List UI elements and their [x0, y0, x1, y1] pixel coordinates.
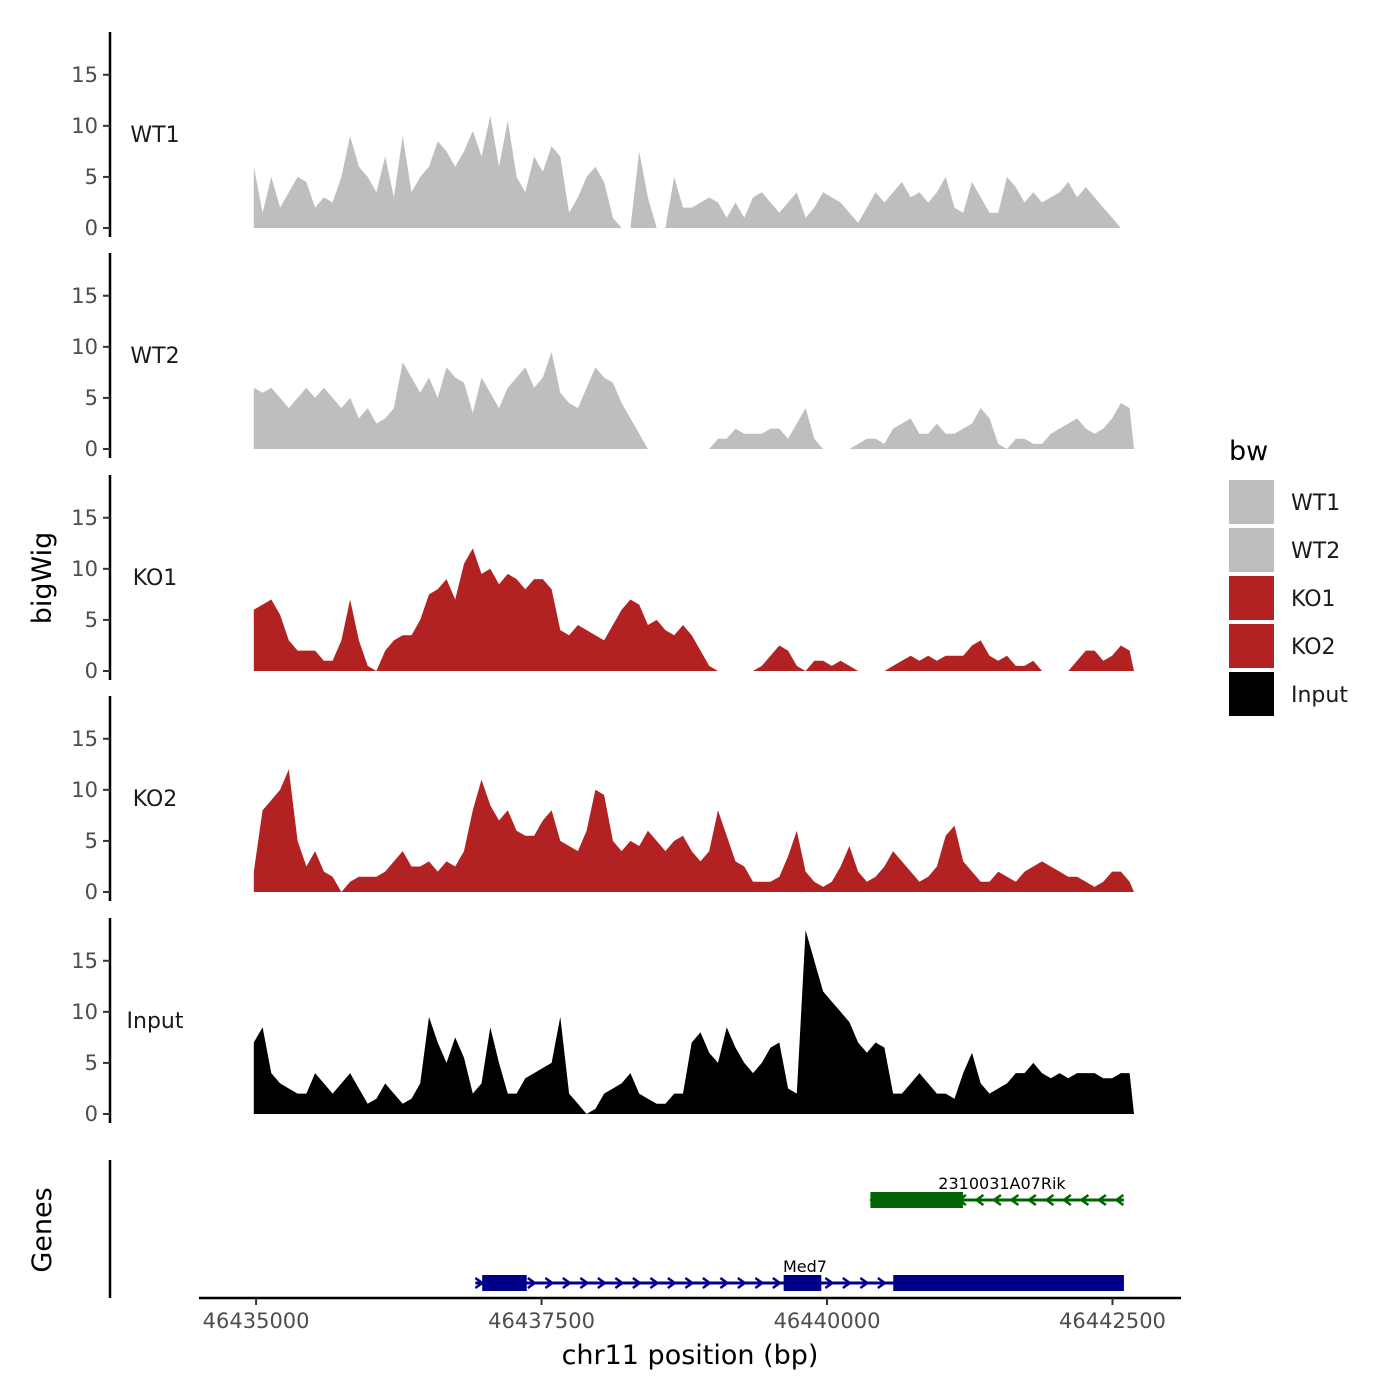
x-axis-title: chr11 position (bp) — [562, 1340, 819, 1371]
strand-arrow — [1044, 1193, 1055, 1207]
y-tick-label: 15 — [71, 284, 98, 308]
legend-key-ko1 — [1229, 576, 1274, 620]
genes-axis-title: Genes — [27, 1187, 58, 1272]
gene-exon — [870, 1192, 963, 1208]
y-tick-label: 15 — [71, 506, 98, 530]
strand-arrow — [859, 1276, 870, 1290]
legend-key-wt2 — [1229, 528, 1274, 572]
track-ko1: 0 5 10 15 KO1 — [71, 475, 1135, 683]
y-tick-label: 5 — [85, 1051, 98, 1075]
strand-arrow — [974, 1193, 985, 1207]
strand-arrow — [579, 1276, 590, 1290]
legend-title: bw — [1229, 436, 1268, 467]
area-input — [253, 930, 1135, 1114]
gene-label: 2310031A07Rik — [938, 1174, 1066, 1193]
track-label: KO1 — [133, 566, 178, 591]
strand-arrow — [702, 1276, 712, 1290]
legend-label-ko1: KO1 — [1291, 587, 1336, 612]
x-axis: 46435000 46437500 46440000 46442500 — [199, 1296, 1181, 1333]
strand-arrow — [719, 1276, 730, 1290]
legend-label-wt1: WT1 — [1291, 491, 1340, 516]
track-ko2: 0 5 10 15 KO2 — [71, 696, 1135, 904]
track-input: 0 5 10 15 Input — [71, 918, 1135, 1126]
strand-arrow — [737, 1276, 747, 1290]
strand-arrow — [684, 1276, 695, 1290]
y-tick-label: 0 — [85, 1102, 98, 1126]
strand-arrow — [649, 1276, 660, 1290]
track-label: WT2 — [130, 344, 179, 369]
y-tick-label: 15 — [71, 949, 98, 973]
gene-2310031a07rik: 2310031A07Rik — [869, 1174, 1125, 1208]
strand-arrow — [877, 1276, 887, 1290]
y-tick-label: 5 — [85, 165, 98, 189]
legend-key-input — [1229, 672, 1274, 716]
y-tick-label: 5 — [85, 386, 98, 410]
area-ko2 — [253, 769, 1135, 892]
y-tick-label: 10 — [71, 778, 98, 802]
y-tick-label: 10 — [71, 557, 98, 581]
track-wt2: 0 5 10 15 WT2 — [71, 253, 1135, 461]
strand-arrow — [1114, 1193, 1125, 1207]
y-tick-label: 5 — [85, 829, 98, 853]
strand-arrow — [614, 1276, 625, 1290]
strand-arrow — [842, 1276, 852, 1290]
strand-arrow — [1026, 1193, 1037, 1207]
x-tick-label: 46437500 — [488, 1309, 595, 1333]
strand-arrow — [824, 1276, 835, 1290]
strand-arrow — [772, 1276, 782, 1290]
strand-arrow — [1009, 1193, 1020, 1207]
y-tick-label: 0 — [85, 880, 98, 904]
genes-layer: 2310031A07Rik Med7 — [108, 1160, 1125, 1298]
area-ko1 — [253, 548, 1135, 671]
track-label: Input — [127, 1009, 184, 1034]
y-tick-label: 10 — [71, 1000, 98, 1024]
strand-arrow — [544, 1276, 555, 1290]
area-wt2 — [253, 351, 1135, 449]
legend-label-ko2: KO2 — [1291, 635, 1336, 660]
strand-arrow — [597, 1276, 607, 1290]
legend-key-ko2 — [1229, 624, 1274, 668]
y-tick-label: 10 — [71, 114, 98, 138]
strand-arrow — [1079, 1193, 1090, 1207]
legend-label-wt2: WT2 — [1291, 539, 1340, 564]
strand-arrow — [562, 1276, 572, 1290]
y-tick-label: 15 — [71, 63, 98, 87]
tracks-layer: 0 5 10 15 WT1 0 5 10 15 WT2 0 5 10 15 KO1 0 5 10 15 KO2 0 5 10… — [71, 32, 1135, 1126]
gene-exon — [482, 1275, 527, 1291]
gene-exon — [783, 1275, 822, 1291]
x-tick-label: 46440000 — [774, 1309, 881, 1333]
legend-key-wt1 — [1229, 480, 1274, 524]
y-tick-label: 15 — [71, 727, 98, 751]
strand-arrow — [1061, 1193, 1072, 1207]
gene-med7: Med7 — [474, 1257, 1124, 1291]
x-tick-label: 46442500 — [1059, 1309, 1166, 1333]
area-wt1 — [253, 115, 1135, 228]
strand-arrow — [754, 1276, 765, 1290]
strand-arrow — [1096, 1193, 1107, 1207]
y-tick-label: 0 — [85, 659, 98, 683]
strand-arrow — [527, 1276, 537, 1290]
gene-label: Med7 — [783, 1257, 827, 1276]
y-tick-label: 10 — [71, 335, 98, 359]
y-tick-label: 0 — [85, 437, 98, 461]
track-label: WT1 — [130, 123, 179, 148]
y-tick-label: 5 — [85, 608, 98, 632]
y-tick-label: 0 — [85, 216, 98, 240]
strand-arrow — [991, 1193, 1002, 1207]
y-axis-title: bigWig — [27, 532, 58, 625]
track-wt1: 0 5 10 15 WT1 — [71, 32, 1135, 240]
legend: bw WT1 WT2 KO1 KO2 Input — [1229, 436, 1348, 716]
x-tick-label: 46435000 — [203, 1309, 310, 1333]
strand-arrow — [667, 1276, 677, 1290]
strand-arrow — [632, 1276, 642, 1290]
gene-exon — [893, 1275, 1124, 1291]
legend-label-input: Input — [1291, 683, 1348, 708]
track-label: KO2 — [133, 787, 178, 812]
